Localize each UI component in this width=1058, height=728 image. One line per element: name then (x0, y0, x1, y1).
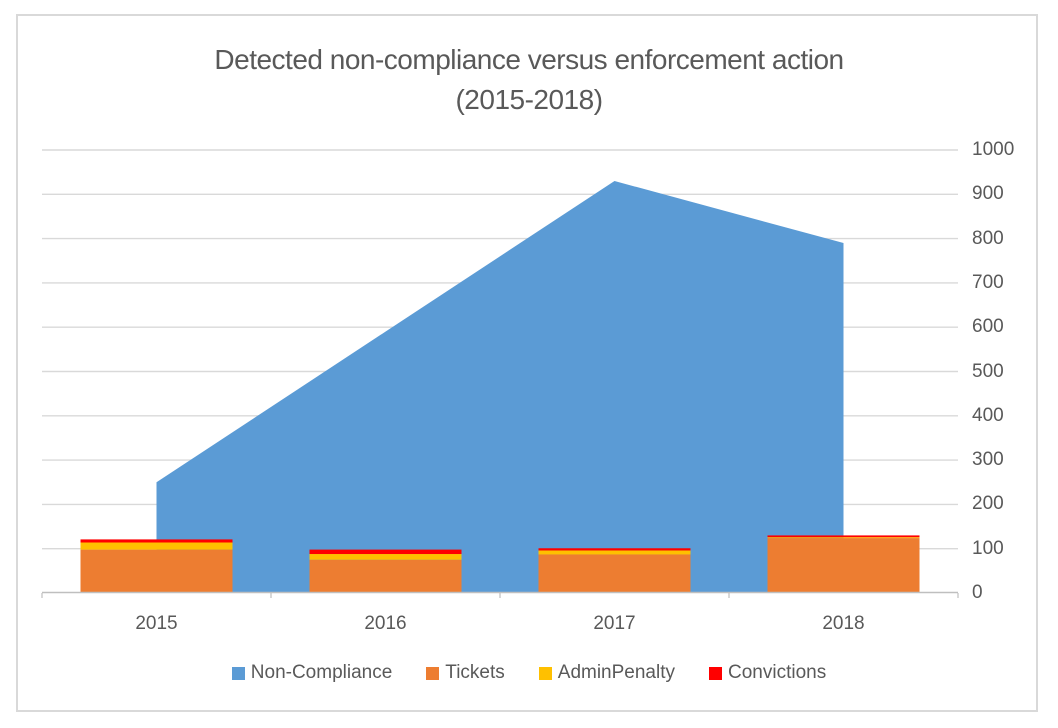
legend-swatch-convictions (709, 666, 722, 680)
chart-title-line-1: Detected non-compliance versus enforceme… (214, 44, 844, 75)
legend-item-non-compliance: Non-Compliance (231, 662, 393, 684)
legend-label-tickets: Tickets (445, 662, 505, 683)
legend-item-admin-penalty: AdminPenalty (538, 662, 675, 684)
y-tick-label-100: 100 (972, 537, 1004, 559)
bar-adminpenalty-2018 (767, 537, 920, 539)
x-tick-label-2015: 2015 (135, 613, 178, 634)
chart-title-line-2: (2015-2018) (455, 84, 603, 115)
legend-label-admin-penalty: AdminPenalty (557, 662, 675, 683)
bar-tickets-2015 (80, 549, 233, 593)
legend-swatch-admin-penalty (538, 666, 552, 680)
y-tick-label-700: 700 (972, 271, 1004, 293)
plot-area (41, 149, 959, 598)
legend-item-convictions: Convictions (709, 662, 826, 684)
y-tick-label-300: 300 (972, 449, 1004, 471)
bar-tickets-2018 (767, 538, 920, 593)
legend-label-non-compliance: Non-Compliance (250, 662, 393, 683)
x-tick-label-2017: 2017 (593, 613, 636, 634)
bar-adminpenalty-2015 (80, 542, 233, 550)
bar-adminpenalty-2017 (538, 550, 691, 555)
legend-swatch-tickets (426, 666, 440, 680)
y-tick-label-200: 200 (972, 493, 1004, 515)
y-tick-label-0: 0 (972, 582, 983, 603)
chart-title: Detected non-compliance versus enforceme… (0, 40, 1058, 120)
y-tick-label-800: 800 (972, 227, 1004, 249)
legend-label-convictions: Convictions (728, 662, 827, 683)
legend-swatch-non-compliance (231, 666, 245, 680)
x-tick-label-2018: 2018 (822, 613, 865, 634)
y-tick-label-500: 500 (972, 360, 1004, 382)
x-axis-labels: 2015 2016 2017 2018 (42, 613, 958, 635)
y-tick-label-600: 600 (972, 316, 1004, 338)
bar-convictions-2018 (767, 535, 920, 538)
y-tick-label-900: 900 (972, 183, 1004, 205)
bar-adminpenalty-2016 (309, 554, 462, 560)
x-tick-label-2016: 2016 (364, 613, 407, 634)
bar-convictions-2015 (80, 539, 233, 543)
bar-tickets-2017 (538, 554, 691, 593)
bar-tickets-2016 (309, 559, 462, 593)
y-tick-label-400: 400 (972, 404, 1004, 426)
legend-item-tickets: Tickets (426, 662, 505, 684)
y-tick-label-1000: 1000 (972, 139, 1015, 160)
legend: Non-Compliance Tickets AdminPenalty Conv… (0, 662, 1058, 684)
bar-convictions-2017 (538, 548, 691, 551)
bar-convictions-2016 (309, 549, 462, 555)
area-series-non-compliance (156, 181, 844, 593)
